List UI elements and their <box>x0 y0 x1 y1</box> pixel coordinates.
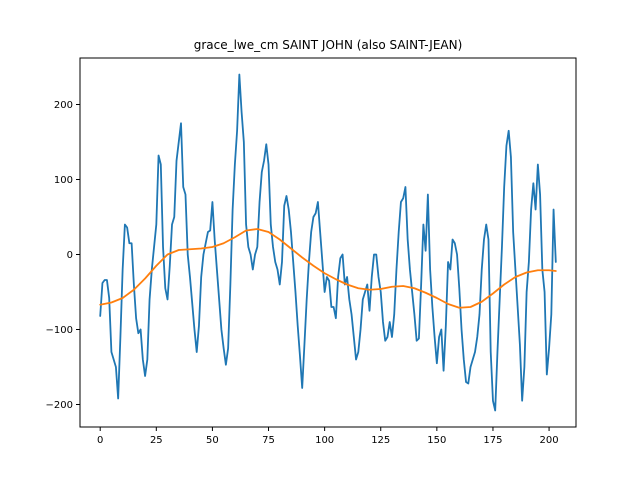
chart-title: grace_lwe_cm SAINT JOHN (also SAINT-JEAN… <box>194 38 463 52</box>
x-axis: 0 25 50 75 100 125 150 175 200 <box>97 427 559 446</box>
y-tick-label: 200 <box>54 100 73 111</box>
x-tick-label: 0 <box>97 435 103 446</box>
raw-series-line <box>99 73 557 412</box>
x-tick-label: 150 <box>427 435 446 446</box>
x-tick-label: 200 <box>540 435 559 446</box>
y-tick-label: 0 <box>67 250 73 261</box>
plot-area-frame <box>79 57 577 428</box>
x-tick-label: 175 <box>483 435 502 446</box>
trend-series-line <box>99 228 557 309</box>
series-layer <box>99 73 557 412</box>
x-tick-label: 125 <box>371 435 390 446</box>
x-tick-label: 75 <box>262 435 275 446</box>
x-tick-label: 100 <box>315 435 334 446</box>
x-tick-label: 50 <box>206 435 219 446</box>
y-tick-label: −200 <box>46 400 73 411</box>
y-axis: −200 −100 0 100 200 <box>46 100 80 411</box>
x-tick-label: 25 <box>150 435 163 446</box>
y-tick-label: −100 <box>46 325 73 336</box>
y-tick-label: 100 <box>54 175 73 186</box>
